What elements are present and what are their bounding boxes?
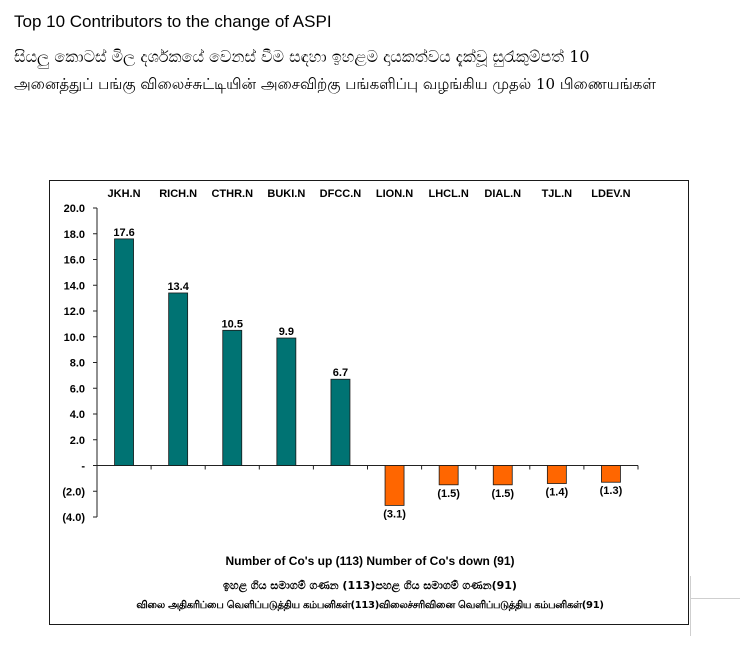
category-label: TJL.N [542, 188, 573, 200]
y-tick-label: 16.0 [64, 255, 85, 267]
y-tick-label: 10.0 [64, 332, 85, 344]
y-tick-label: 12.0 [64, 306, 85, 318]
y-tick-label: 20.0 [64, 203, 85, 215]
data-label: (3.1) [383, 508, 406, 520]
y-tick-label: (4.0) [62, 512, 85, 524]
category-label: JKH.N [108, 188, 141, 200]
chart-title-english: Top 10 Contributors to the change of ASP… [14, 12, 332, 31]
bar [330, 378, 351, 466]
category-label: LHCL.N [428, 188, 468, 200]
data-label: 10.5 [222, 318, 243, 330]
y-tick-label: 14.0 [64, 280, 85, 292]
y-tick-label: 4.0 [70, 409, 85, 421]
data-label: (1.3) [600, 485, 623, 497]
company-count-tamil: விலை அதிகரிப்பை வெளிப்படுத்திய கம்பனிகள்… [136, 600, 604, 611]
chart-title-tamil: அனைத்துப் பங்கு விலைச்சுட்டியின் அசைவிற்… [14, 75, 656, 93]
y-tick-label: - [81, 461, 85, 473]
chart-title-sinhala: සියලු කොටස් මිල දර්ශකයේ වෙනස් වීම සඳහා ඉ… [14, 47, 590, 66]
y-tick-label: 2.0 [70, 435, 85, 447]
bar [114, 238, 134, 466]
y-tick-label: 6.0 [70, 383, 85, 395]
category-label: CTHR.N [211, 188, 253, 200]
data-label: (1.5) [437, 488, 460, 500]
company-count-english: Number of Co's up (113) Number of Co's d… [225, 554, 515, 568]
bar [384, 465, 405, 506]
category-label: BUKI.N [267, 188, 305, 200]
data-label: (1.4) [546, 487, 569, 499]
data-label: (1.5) [491, 488, 514, 500]
category-label: RICH.N [159, 188, 197, 200]
data-label: 13.4 [167, 281, 189, 293]
bar [601, 465, 621, 483]
category-label: LDEV.N [591, 188, 630, 200]
bar [222, 329, 243, 466]
bar [168, 292, 189, 466]
category-label: LION.N [376, 188, 413, 200]
y-tick-label: 8.0 [70, 358, 85, 370]
bar [546, 465, 567, 484]
bar [492, 465, 513, 486]
divider-line [690, 576, 691, 636]
data-label: 17.6 [113, 227, 134, 239]
y-tick-label: 18.0 [64, 229, 85, 241]
y-tick-label: (2.0) [62, 486, 85, 498]
divider-line [690, 598, 740, 599]
company-count-sinhala: ඉහළ ගිය සමාගම් ගණන (113)පහළ ගිය සමාගම් ග… [223, 579, 517, 592]
data-label: 9.9 [279, 326, 294, 338]
category-label: DFCC.N [320, 188, 362, 200]
data-label: 6.7 [333, 367, 348, 379]
bar [276, 337, 297, 466]
chart-panel: 20.0 18.0 16.0 14.0 12.0 10.0 8.0 6.0 4.0 2.0 - (2.… [49, 180, 689, 625]
bar [438, 465, 459, 486]
category-label: DIAL.N [484, 188, 521, 200]
bar-chart: 20.0 18.0 16.0 14.0 12.0 10.0 8.0 6.0 4.0 2.0 - (2.… [62, 188, 639, 524]
